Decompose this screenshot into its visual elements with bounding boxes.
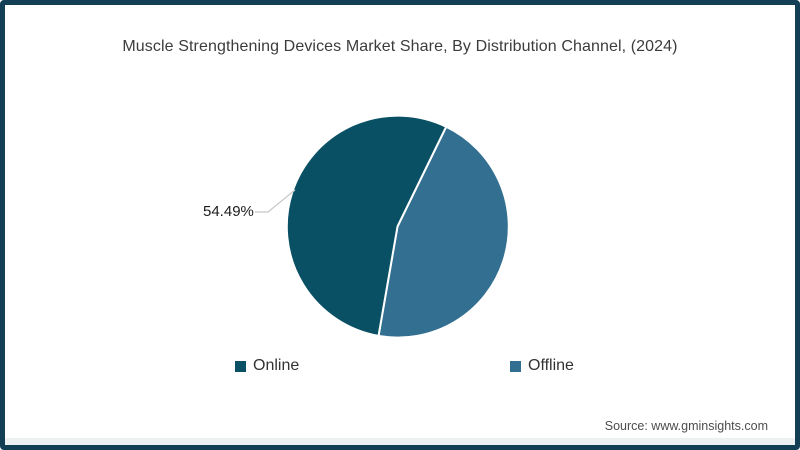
pie-datalabel-online: 54.49% xyxy=(203,203,254,220)
chart-title: Muscle Strengthening Devices Market Shar… xyxy=(122,38,678,55)
legend-label-online: Online xyxy=(253,357,300,374)
pie-slices xyxy=(285,114,510,339)
legend-swatch-offline xyxy=(510,360,521,372)
legend-item-online[interactable]: Online xyxy=(235,357,299,375)
legend-swatch-online xyxy=(235,360,246,372)
footer-strip xyxy=(5,438,795,445)
source-credit: Source: www.gminsights.com xyxy=(604,419,768,433)
legend-item-offline[interactable]: Offline xyxy=(510,357,574,375)
legend-label-offline: Offline xyxy=(528,357,574,374)
datalabel-connector-line xyxy=(255,189,296,213)
pie-slice-offline[interactable] xyxy=(377,125,510,339)
pie-chart xyxy=(255,114,510,339)
